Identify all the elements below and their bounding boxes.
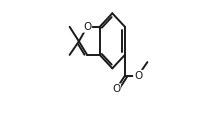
Text: O: O [83, 22, 91, 32]
Text: O: O [112, 84, 120, 94]
Text: O: O [134, 71, 142, 81]
